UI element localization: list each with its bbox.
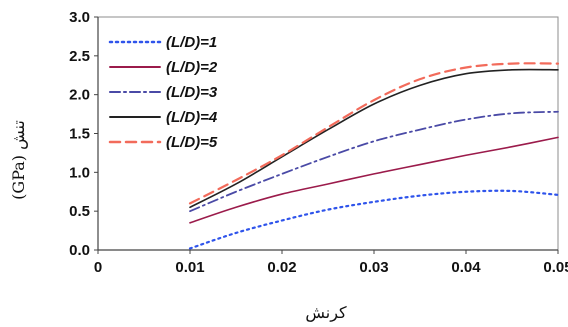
- series-line-4: [189, 68, 559, 209]
- y-tick-label: 2.5: [69, 48, 90, 65]
- y-tick-label: 1.5: [69, 126, 90, 143]
- y-tick-label: 1.0: [69, 164, 90, 181]
- legend-label-4: (L/D)=4: [166, 109, 218, 126]
- x-axis-ticks: 0 0.01 0.02 0.03 0.04 0.05: [94, 250, 568, 276]
- plot-area: [97, 16, 559, 251]
- y-axis-title: (GPa) تنش: [9, 120, 28, 200]
- plot-frame: [97, 16, 559, 251]
- series-line-3: [189, 110, 559, 213]
- y-tick-label: 2.0: [69, 87, 90, 104]
- x-tick-label: 0.02: [267, 259, 296, 276]
- x-tick-label: 0.04: [451, 259, 481, 276]
- x-tick-label: 0.01: [175, 259, 204, 276]
- y-tick-label: 0.0: [69, 242, 90, 259]
- y-tick-label: 3.0: [69, 9, 90, 26]
- x-tick-label: 0: [94, 259, 102, 276]
- y-axis-ticks: 0.0 0.5 1.0 1.5 2.0 2.5 3.0: [69, 9, 98, 259]
- y-tick-label: 0.5: [69, 203, 90, 220]
- x-tick-label: 0.05: [543, 259, 568, 276]
- legend-label-5: (L/D)=5: [166, 134, 218, 151]
- x-tick-label: 0.03: [359, 259, 388, 276]
- legend-label-3: (L/D)=3: [166, 84, 218, 101]
- series-line-1: [188, 189, 560, 250]
- legend-label-2: (L/D)=2: [166, 59, 218, 76]
- x-axis-title: کرنش: [305, 303, 347, 322]
- series-line-2: [189, 136, 559, 224]
- series-line-5: [188, 62, 560, 205]
- legend: (L/D)=1 (L/D)=2 (L/D)=3 (L/D)=4 (L/D)=5: [108, 34, 218, 151]
- series-lines: [188, 62, 560, 250]
- legend-label-1: (L/D)=1: [166, 34, 217, 51]
